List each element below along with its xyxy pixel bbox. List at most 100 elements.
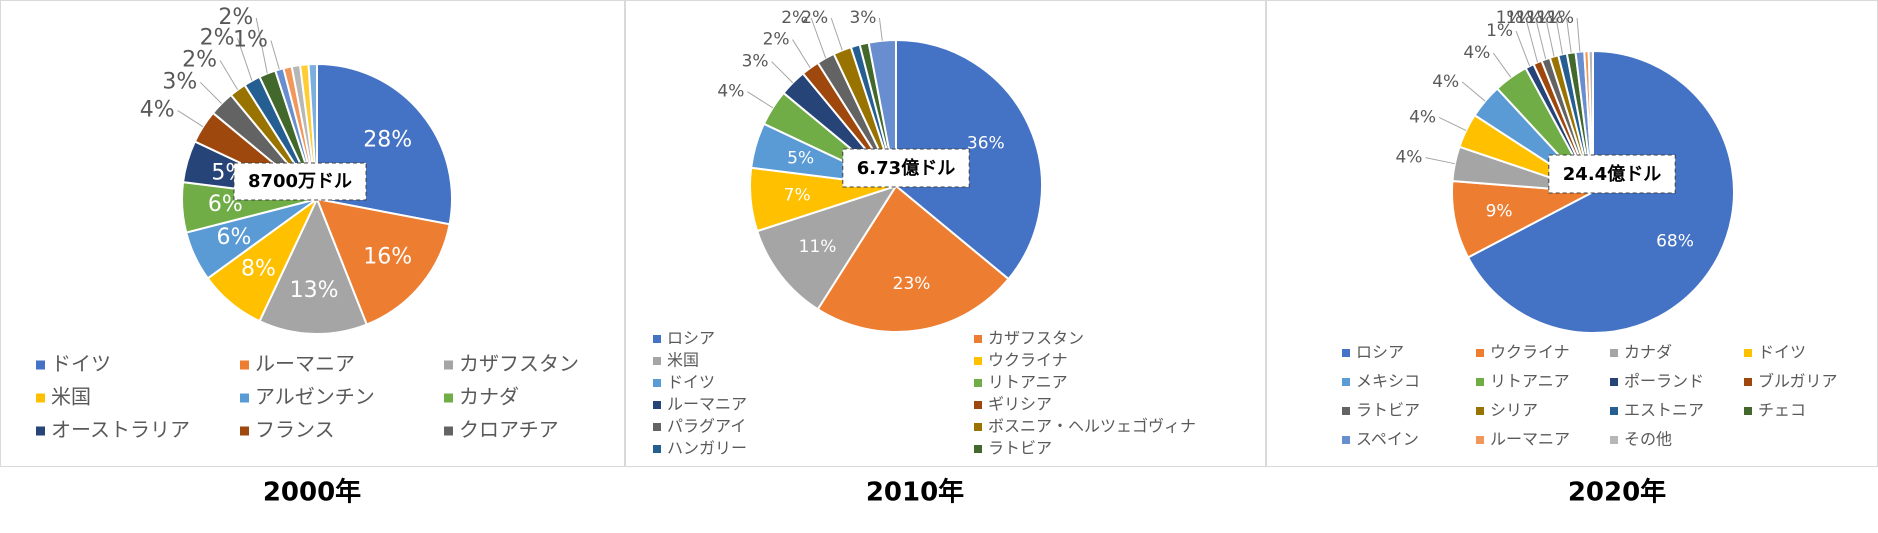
data-label: 3% xyxy=(162,69,197,94)
legend-swatch xyxy=(1476,407,1484,415)
legend-label: 米国 xyxy=(667,351,699,370)
legend-label: カナダ xyxy=(1624,343,1672,362)
legend-swatch xyxy=(653,423,661,431)
pie-slice xyxy=(315,197,451,326)
legend-swatch xyxy=(1476,436,1484,444)
leader-line xyxy=(1438,117,1467,131)
center-annotation: 24.4億ドル xyxy=(1563,163,1661,185)
legend-swatch xyxy=(1744,378,1752,386)
legend-label: ドイツ xyxy=(1758,343,1806,362)
center-annotation: 6.73億ドル xyxy=(857,157,955,179)
data-label: 1% xyxy=(1537,8,1564,28)
legend-swatch xyxy=(974,357,982,365)
legend-swatch xyxy=(1342,378,1350,386)
leader-line xyxy=(1566,17,1572,53)
legend-swatch xyxy=(974,445,982,453)
panel-border xyxy=(625,0,1266,467)
pie-slice xyxy=(1587,49,1594,193)
legend-label: ラトビア xyxy=(988,439,1052,458)
legend-swatch xyxy=(36,426,45,436)
legend-swatch xyxy=(1476,378,1484,386)
legend-label: ポーランド xyxy=(1624,372,1704,391)
data-label: 2% xyxy=(200,25,235,50)
leader-line xyxy=(810,17,827,59)
data-label: 23% xyxy=(893,274,931,294)
data-label: 4% xyxy=(1432,72,1459,92)
leader-line xyxy=(255,17,268,74)
leader-line xyxy=(830,17,843,51)
legend-swatch xyxy=(444,360,453,370)
data-label: 4% xyxy=(717,82,744,102)
data-label: 5% xyxy=(787,148,814,168)
legend-swatch xyxy=(36,393,45,403)
legend-label: フランス xyxy=(255,418,335,442)
legend-swatch xyxy=(653,379,661,387)
data-label: 1% xyxy=(1547,8,1574,28)
chart-title: 2010年 xyxy=(866,477,964,508)
data-label: 68% xyxy=(1656,232,1694,252)
legend-label: ブルガリア xyxy=(1758,372,1838,391)
leader-line xyxy=(1492,52,1512,78)
data-label: 1% xyxy=(1516,8,1543,28)
legend-swatch xyxy=(1342,436,1350,444)
data-label: 2% xyxy=(801,8,828,28)
legend-swatch xyxy=(653,335,661,343)
data-label: 4% xyxy=(1409,107,1436,127)
legend-swatch xyxy=(240,426,249,436)
data-label: 1% xyxy=(233,28,268,53)
panel-border xyxy=(0,0,625,467)
legend-swatch xyxy=(1610,378,1618,386)
leader-line xyxy=(771,61,794,84)
legend-swatch xyxy=(1744,349,1752,357)
data-label: 1% xyxy=(1496,8,1523,28)
pie-slice xyxy=(258,196,368,335)
center-annotation: 8700万ドル xyxy=(248,171,352,192)
legend-swatch xyxy=(240,360,249,370)
legend-label: チェコ xyxy=(1758,401,1806,420)
legend-swatch xyxy=(444,426,453,436)
legend-label: ウクライナ xyxy=(1490,343,1570,362)
data-label: 4% xyxy=(140,98,175,123)
legend-label: ウクライナ xyxy=(988,351,1068,370)
legend-label: アルゼンチン xyxy=(255,385,375,409)
leader-line xyxy=(237,38,253,81)
leader-line xyxy=(219,60,239,91)
legend-label: カナダ xyxy=(459,385,519,409)
legend-swatch xyxy=(653,357,661,365)
leader-line xyxy=(1555,17,1564,55)
legend-label: リトアニア xyxy=(988,373,1068,392)
pie-panel: 28%16%13%8%6%6%5%4%3%2%2%2%1%8700万ドルドイツル… xyxy=(0,0,625,508)
legend-swatch xyxy=(1342,349,1350,357)
legend-swatch xyxy=(444,393,453,403)
leader-line xyxy=(270,40,280,70)
data-label: 28% xyxy=(363,127,412,152)
chart-title: 2000年 xyxy=(263,477,361,508)
data-label: 6% xyxy=(216,225,251,250)
legend-label: エストニア xyxy=(1624,401,1704,420)
legend-label: カザフスタン xyxy=(459,352,579,376)
leader-line xyxy=(199,81,222,104)
data-label: 4% xyxy=(1463,43,1490,63)
legend-swatch xyxy=(974,379,982,387)
leader-line xyxy=(1515,30,1531,67)
legend-label: ルーマニア xyxy=(1490,430,1570,449)
leader-line xyxy=(878,17,883,41)
legend-label: パラグアイ xyxy=(667,417,746,436)
data-label: 16% xyxy=(363,245,412,270)
data-label: 3% xyxy=(849,8,876,28)
leader-line xyxy=(747,91,773,109)
leader-line xyxy=(1576,17,1581,52)
pie-slice xyxy=(755,184,899,311)
legend-swatch xyxy=(1610,407,1618,415)
legend-swatch xyxy=(240,393,249,403)
data-label: 9% xyxy=(1486,201,1513,221)
legend-swatch xyxy=(1744,407,1752,415)
legend-swatch xyxy=(653,401,661,409)
legend-swatch xyxy=(1342,407,1350,415)
legend-swatch xyxy=(36,360,45,370)
legend-label: メキシコ xyxy=(1356,372,1420,391)
leader-line xyxy=(1461,81,1486,102)
legend-label: ロシア xyxy=(667,329,715,348)
